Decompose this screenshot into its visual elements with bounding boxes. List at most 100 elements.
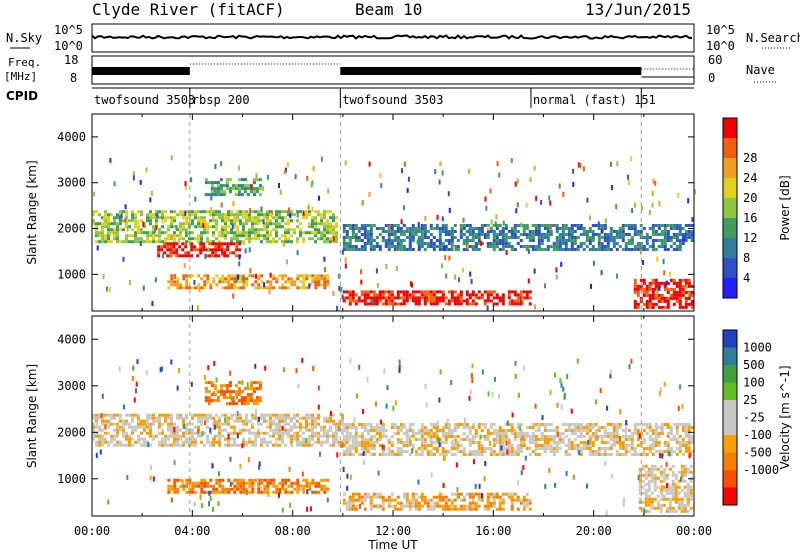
powerPanel-cell [212,219,215,223]
velocityPanel-cell [179,478,183,482]
powerPanel-cell [462,299,466,303]
velocityPanel-cell [296,481,300,485]
powerPanel-cell [254,222,257,226]
velocityPanel-cell [666,423,670,426]
velocityPanel-speck [118,366,121,372]
powerPanel-cell [354,239,358,242]
powerPanel-cell [157,251,161,255]
velocityPanel-cell [507,453,511,456]
powerBar-swatch [723,138,737,158]
powerPanel-cell [411,236,415,239]
powerPanel-cell [621,236,625,239]
velocityPanel-cell [420,426,424,429]
velocityPanel-cell [644,491,648,495]
velocityPanel-cell [92,437,95,441]
velocityPanel-speck [599,388,602,393]
powerPanel-cell [255,178,259,182]
velocityPanel-cell [618,423,622,426]
velocityPanel-cell [537,423,541,426]
powerPanel-cell [203,210,206,214]
powerPanel-cell [651,224,655,227]
velocityPanel-cell [242,440,245,444]
powerPanel-cell [323,274,327,278]
powerPanel-cell [447,239,451,242]
velocityPanel-cell [668,491,672,495]
powerPanel-cell [579,245,583,248]
velocityPanel-cell [239,484,243,488]
powerPanel-cell [447,242,451,245]
velocityPanel-cell [218,434,221,438]
velocityPanel-cell [537,429,541,432]
powerPanel-cell [609,230,613,233]
velocityPanel-cell [348,504,352,508]
powerPanel-cell [217,254,221,258]
powerPanel-cell [185,228,188,232]
velocityPanel-cell [651,429,655,432]
velocityPanel-cell [441,435,445,438]
powerPanel-speck [238,254,241,260]
velocityPanel-cell [659,497,663,501]
powerPanel-cell [537,224,541,227]
powerPanel-cell [224,228,227,232]
velocityPanel-cell [341,419,344,423]
powerPanel-cell [627,224,631,227]
velocityPanel-cell [606,435,610,438]
velocityPanel-speck [306,489,309,495]
velocityPanel-cell [311,413,314,417]
velocityPanel-ytick-label-1: 2000 [57,425,86,439]
powerPanel-speck [656,288,659,294]
velocityPanel-cell [546,423,550,426]
velocityPanel-cell [650,467,654,471]
velocityPanel-cell [468,438,472,441]
velocityPanel-cell [131,431,134,435]
velocityPanel-cell [681,429,685,432]
powerPanel-cell [242,231,245,235]
powerPanel-speck [508,300,511,306]
velocityPanel-cell [597,447,601,450]
velocityPanel-cell [185,481,189,485]
powerPanel-cell [302,280,306,284]
powerPanel-cell [314,210,317,214]
velocityPanel-cell [206,413,209,417]
powerPanel-cell [462,248,466,251]
powerPanel-speck [515,208,518,214]
powerPanel-speck [312,166,315,172]
powerPanel-cell [378,299,382,303]
velocityPanel-cell [98,425,101,429]
powerPanel-cell [342,242,346,245]
powerPanel-cell [221,228,224,232]
velocityPanel-cell [329,419,332,423]
velocityPanel-cell [182,434,185,438]
velocityPanel-cell [173,484,177,488]
powerPanel-cell [573,242,577,245]
velBar-swatch [723,382,737,400]
powerPanel-cell [468,245,472,248]
powerPanel-speck [154,227,157,233]
velocityPanel-cell [137,437,140,441]
velocityPanel-cell [314,490,318,494]
powerPanel-cell [663,224,667,227]
velocityPanel-speck [554,372,556,378]
powerPanel-cell [456,239,460,242]
velocityPanel-cell [522,507,526,511]
powerPanel-cell [125,240,128,244]
velocityPanel-cell [543,444,547,447]
velocityPanel-cell [113,413,116,417]
velocityPanel-cell [471,501,475,505]
velocityPanel-cell [215,422,218,426]
powerPanel-cell [287,280,291,284]
velocityPanel-cell [408,426,412,429]
powerPanel-cell [618,236,622,239]
velocityPanel-cell [489,492,493,496]
velocityPanel-cell [351,444,355,447]
powerPanel-cell [122,210,125,214]
velocityPanel-cell [233,419,236,423]
velocityPanel-cell [576,423,580,426]
velocityPanel-cell [411,423,415,426]
powerPanel-speck [525,202,528,208]
velocityPanel-speck [658,390,661,396]
powerPanel-cell [302,274,306,278]
velocityPanel-cell [603,426,607,429]
powerPanel-cell [173,237,176,241]
velocityPanel-cell [642,447,646,450]
